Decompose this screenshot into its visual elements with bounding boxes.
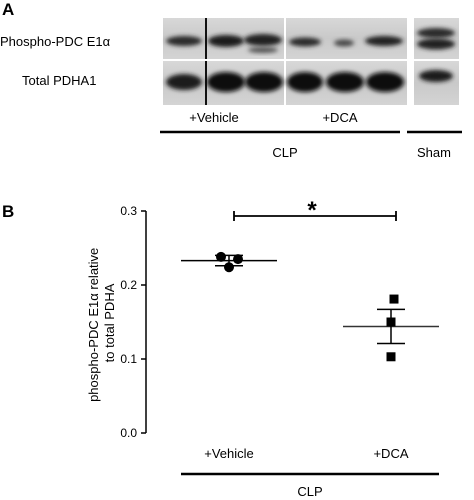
data-marks — [181, 251, 439, 362]
panel-a-letter: A — [2, 0, 14, 19]
y-tick-label: 0.2 — [120, 278, 137, 292]
data-point-circle — [224, 262, 234, 273]
group-label-dca: +DCA — [322, 110, 357, 125]
data-point-circle — [233, 254, 243, 265]
group-label-clp-a: CLP — [272, 145, 297, 160]
x-category-vehicle: +Vehicle — [204, 446, 254, 461]
blot-total-sham — [414, 61, 459, 105]
y-axis-label: phospho-PDC E1α relative to total PDHA — [86, 244, 117, 402]
data-point-circle — [216, 251, 226, 262]
y-tick-label: 0.1 — [120, 352, 137, 366]
data-point-square — [386, 317, 396, 327]
blot-phospho-vehicle — [163, 18, 284, 59]
blot-total-vehicle — [163, 61, 284, 105]
blot-label-total: Total PDHA1 — [22, 73, 96, 88]
blot-label-phospho: Phospho-PDC E1α — [0, 34, 111, 49]
y-tick-label: 0.0 — [120, 426, 137, 440]
blot-total-dca — [286, 61, 407, 105]
data-point-square — [389, 294, 399, 304]
group-label-clp-b: CLP — [297, 484, 322, 499]
group-label-vehicle: +Vehicle — [189, 110, 239, 125]
group-label-sham: Sham — [417, 145, 451, 160]
y-tick-label: 0.3 — [120, 204, 137, 218]
blot-phospho-dca — [286, 18, 407, 59]
significance-star: * — [307, 197, 317, 224]
x-category-dca: +DCA — [373, 446, 408, 461]
blot-phospho-sham — [414, 18, 459, 59]
panel-b-letter: B — [2, 202, 14, 221]
y-ticks: 0.0 0.1 0.2 0.3 — [120, 204, 146, 440]
data-point-square — [386, 352, 396, 362]
